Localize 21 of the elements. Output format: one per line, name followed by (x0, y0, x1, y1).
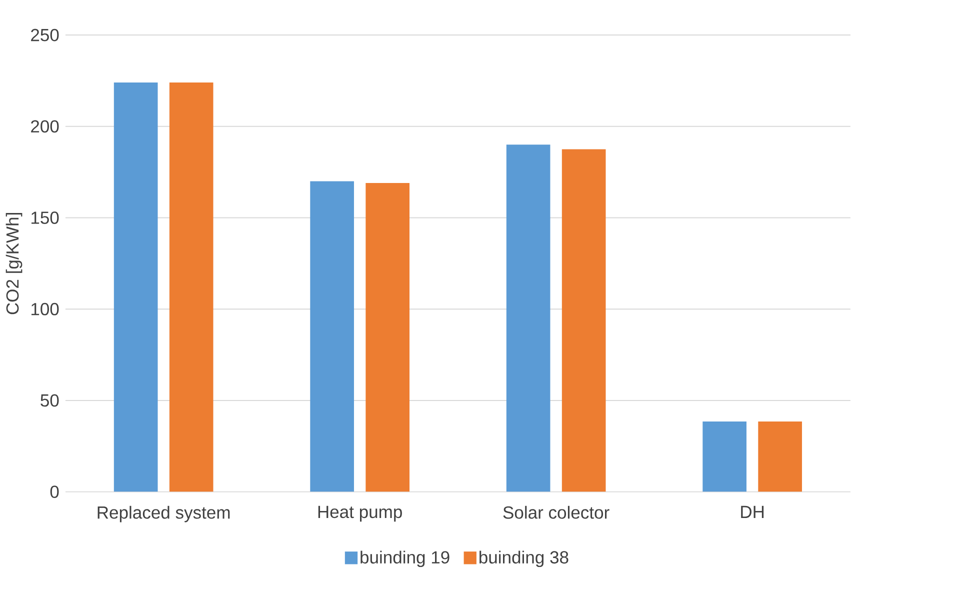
bar (758, 422, 802, 492)
legend-label: buinding 38 (480, 550, 568, 568)
bar (702, 422, 746, 492)
bar (366, 183, 410, 492)
y-axis-title: CO2 [g/KWh] (6, 213, 22, 314)
bar (310, 181, 354, 492)
y-tick-label: 200 (31, 120, 59, 133)
bar (114, 82, 158, 492)
bar (169, 82, 214, 492)
y-tick-label: 250 (31, 29, 59, 42)
y-tick-label: 50 (40, 394, 59, 407)
legend-label: buinding 19 (360, 550, 450, 568)
x-tick-label: Solar colector (503, 506, 610, 519)
y-tick-label: 100 (32, 303, 59, 316)
y-tick-label: 0 (50, 486, 59, 498)
x-tick-label: DH (741, 506, 764, 518)
bar (562, 149, 606, 492)
y-tick-label: 150 (32, 212, 59, 224)
x-tick-label: Replaced system (98, 506, 230, 522)
bar (506, 144, 550, 492)
x-tick-label: Heat pump (318, 506, 402, 522)
